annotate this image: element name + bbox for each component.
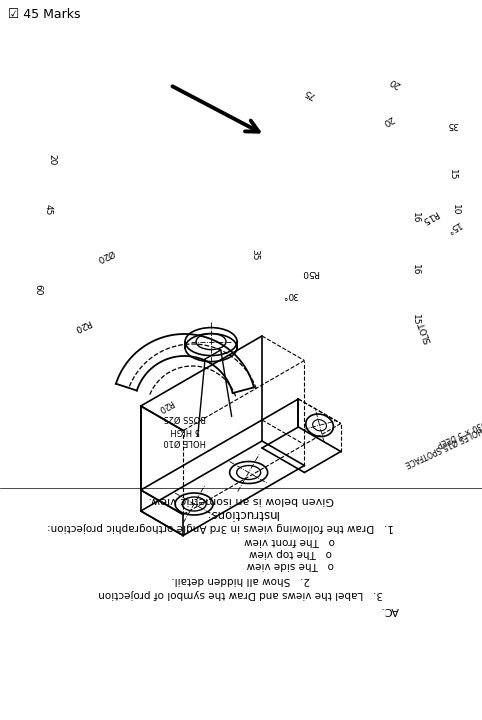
Text: ☑ 45 Marks: ☑ 45 Marks xyxy=(8,8,80,21)
Text: 20: 20 xyxy=(388,76,402,89)
Text: o   The side view: o The side view xyxy=(246,560,334,570)
Text: 35: 35 xyxy=(447,120,459,130)
Text: 16: 16 xyxy=(411,264,419,276)
Text: 2 HOLES Ø15 SPOTFACE: 2 HOLES Ø15 SPOTFACE xyxy=(404,422,482,469)
Text: 75: 75 xyxy=(303,86,317,100)
Text: 20: 20 xyxy=(381,113,395,127)
Text: Ø20: Ø20 xyxy=(95,247,115,263)
Text: Ø30 × 5 DEEP: Ø30 × 5 DEEP xyxy=(436,418,482,449)
Text: 1.   Draw the following views in 3rd Angle orthographic projection:: 1. Draw the following views in 3rd Angle… xyxy=(46,522,393,532)
Text: R20: R20 xyxy=(72,318,92,333)
Text: Instructions:: Instructions: xyxy=(204,506,278,520)
Text: 16: 16 xyxy=(411,212,419,224)
Text: 20: 20 xyxy=(48,154,56,166)
Text: 45: 45 xyxy=(43,204,53,216)
Text: o   The top view: o The top view xyxy=(249,548,332,558)
Text: 15°: 15° xyxy=(443,219,461,235)
Text: Given below is an isometric view.: Given below is an isometric view. xyxy=(148,495,334,505)
Text: R50: R50 xyxy=(301,269,319,277)
Text: 30°: 30° xyxy=(282,290,298,300)
Text: 15: 15 xyxy=(411,314,419,325)
Text: AC.: AC. xyxy=(381,605,400,615)
Text: SLOT: SLOT xyxy=(417,320,433,344)
Text: 35: 35 xyxy=(251,249,259,261)
Text: BOSS Ø25: BOSS Ø25 xyxy=(164,413,206,423)
Text: 2.   Show all hidden detail.: 2. Show all hidden detail. xyxy=(172,575,310,585)
Text: 15: 15 xyxy=(447,169,456,181)
Text: HOLE Ø10: HOLE Ø10 xyxy=(164,438,206,446)
Text: R20: R20 xyxy=(156,397,174,413)
Text: 5 HIGH: 5 HIGH xyxy=(170,426,200,434)
Text: o   The front view: o The front view xyxy=(244,536,335,546)
Text: R15: R15 xyxy=(420,209,440,225)
Text: 10: 10 xyxy=(451,204,459,216)
Text: 60: 60 xyxy=(34,284,42,296)
Text: 3.   Label the views and Draw the symbol of projection: 3. Label the views and Draw the symbol o… xyxy=(99,589,383,599)
